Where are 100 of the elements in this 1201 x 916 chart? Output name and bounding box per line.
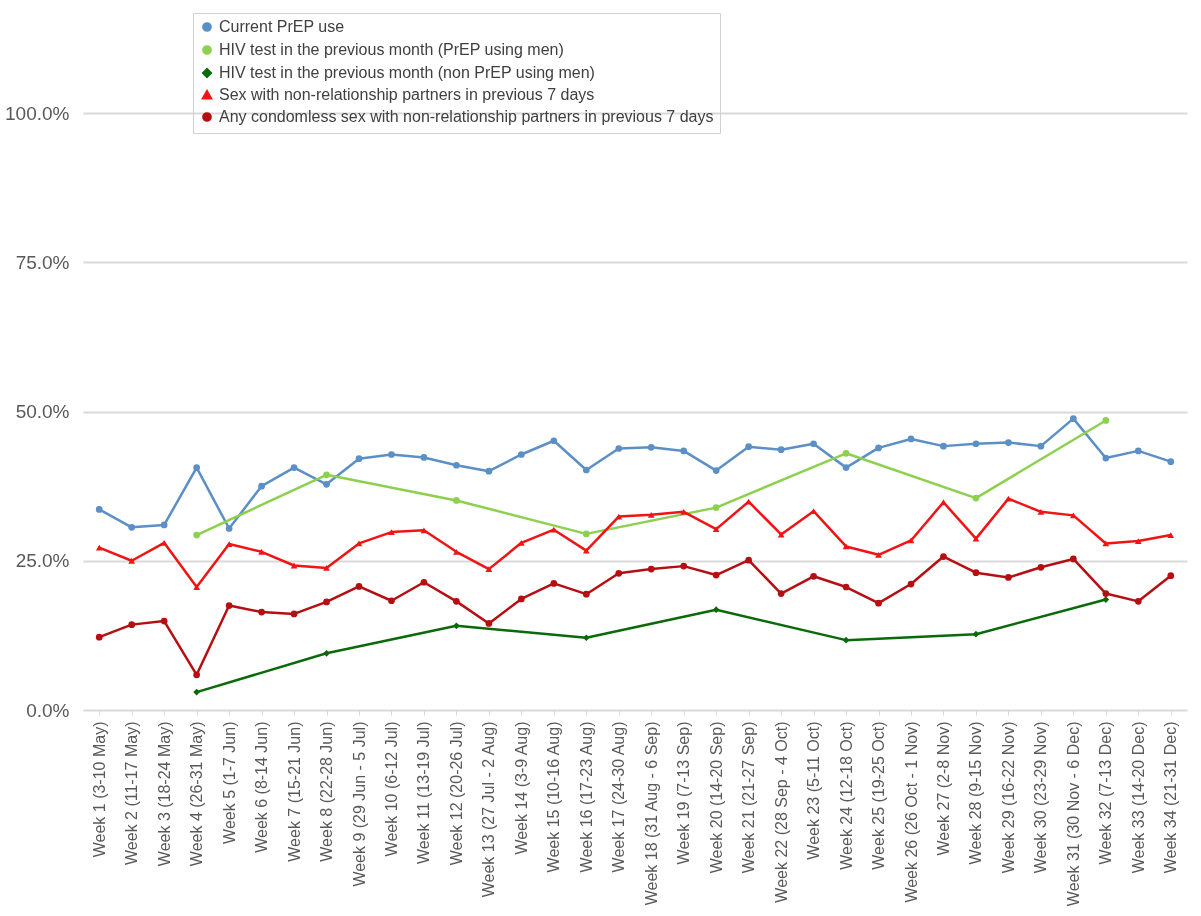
- point: [95, 633, 103, 641]
- point: [972, 569, 980, 577]
- x-tick-label: Week 19 (7-13 Sep): [675, 721, 693, 865]
- point: [1005, 439, 1012, 446]
- point: [290, 610, 298, 618]
- point: [1070, 512, 1077, 519]
- y-tick-label: 75.0%: [15, 251, 70, 273]
- point: [420, 454, 428, 461]
- point: [95, 506, 103, 513]
- point: [810, 572, 817, 580]
- point: [1167, 458, 1175, 465]
- point: [712, 467, 720, 474]
- x-tick-label: Week 8 (22-28 Jun): [318, 721, 336, 862]
- point: [453, 598, 460, 605]
- x-tick-label: Week 3 (18-24 May): [155, 721, 173, 867]
- point: [225, 525, 233, 532]
- point: [810, 440, 817, 448]
- point: [1102, 417, 1110, 424]
- point: [550, 437, 558, 445]
- point: [323, 598, 330, 606]
- point: [1134, 598, 1142, 605]
- point: [1102, 596, 1110, 603]
- point: [453, 461, 460, 469]
- point: [842, 464, 850, 471]
- x-tick-label: Week 28 (9-15 Nov): [967, 721, 985, 865]
- x-tick-label: Week 4 (26-31 May): [188, 721, 206, 867]
- x-tick-label: Week 18 (31 Aug - 6 Sep): [642, 721, 660, 906]
- point: [907, 435, 915, 443]
- x-tick-label: Week 32 (7-13 Dec): [1097, 721, 1115, 865]
- point: [388, 597, 395, 605]
- legend-label: HIV test in the previous month (PrEP using men): [219, 41, 564, 58]
- point: [777, 590, 785, 597]
- x-tick-label: Week 31 (30 Nov - 6 Dec): [1064, 721, 1082, 907]
- point: [160, 521, 168, 529]
- point: [615, 445, 623, 452]
- point: [582, 634, 590, 642]
- point: [875, 444, 882, 452]
- legend-label: Any condomless sex with non-relationship partners in previous 7 days: [219, 108, 714, 125]
- legend-label: Sex with non-relationship partners in previous 7 days: [219, 86, 595, 103]
- point: [712, 571, 720, 579]
- point: [842, 636, 850, 644]
- point: [258, 482, 265, 490]
- point: [810, 508, 817, 515]
- x-tick-label: Week 7 (15-21 Jun): [285, 721, 303, 862]
- point: [290, 464, 298, 471]
- point: [193, 531, 200, 539]
- point: [875, 599, 882, 607]
- point: [712, 606, 720, 614]
- x-tick-label: Week 20 (14-20 Sep): [707, 721, 725, 874]
- point: [193, 584, 200, 590]
- point: [453, 548, 460, 555]
- point: [128, 557, 136, 564]
- point: [875, 551, 882, 558]
- point: [485, 467, 493, 475]
- point: [128, 621, 136, 628]
- x-tick-label: Week 13 (27 Jul - 2 Aug): [480, 721, 498, 898]
- x-tick-label: Week 30 (23-29 Nov): [1032, 721, 1050, 874]
- point: [582, 547, 590, 554]
- point: [258, 608, 265, 616]
- point: [518, 595, 525, 603]
- x-tick-label: Week 25 (19-25 Oct): [870, 721, 888, 870]
- point: [128, 523, 136, 531]
- point: [160, 617, 168, 625]
- point: [647, 443, 655, 451]
- x-tick-label: Week 15 (10-16 Aug): [545, 721, 563, 873]
- point: [842, 449, 850, 457]
- x-tick-label: Week 34 (21-31 Dec): [1162, 721, 1180, 874]
- y-tick-label: 50.0%: [15, 401, 70, 422]
- point: [95, 544, 103, 551]
- point: [388, 451, 395, 458]
- point: [518, 539, 525, 546]
- point: [518, 451, 525, 458]
- point: [972, 494, 980, 502]
- point: [1070, 415, 1077, 423]
- point: [355, 540, 363, 547]
- point: [1037, 442, 1045, 450]
- point: [323, 565, 330, 571]
- x-tick-label: Week 23 (5-11 Oct): [805, 721, 823, 860]
- legend-label: Current PrEP use: [219, 18, 345, 35]
- point: [1134, 538, 1142, 544]
- point: [745, 443, 752, 451]
- point: [485, 566, 493, 573]
- x-tick-label: Week 10 (6-12 Jul): [382, 721, 400, 857]
- point: [1102, 590, 1110, 597]
- point: [355, 455, 363, 463]
- x-tick-label: Week 2 (11-17 May): [123, 721, 141, 865]
- point: [647, 565, 655, 573]
- point: [323, 649, 330, 657]
- point: [940, 442, 947, 450]
- point: [550, 526, 558, 533]
- point: [1070, 555, 1077, 563]
- point: [615, 569, 623, 577]
- point: [1005, 574, 1012, 581]
- point: [323, 480, 330, 488]
- point: [485, 620, 493, 627]
- point: [1037, 563, 1045, 571]
- x-tick-label: Week 22 (28 Sep - 4 Oct): [772, 721, 790, 903]
- point: [193, 671, 200, 679]
- point: [225, 602, 233, 609]
- point: [1167, 532, 1175, 538]
